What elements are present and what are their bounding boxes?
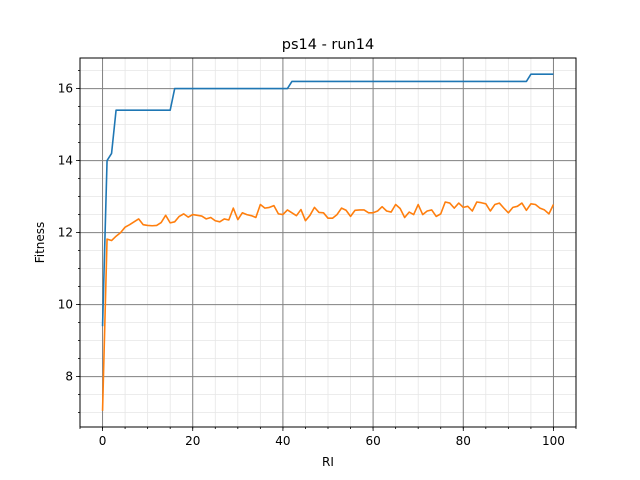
x-tick-label: 20 [185, 434, 200, 448]
x-axis-label: RI [322, 455, 334, 469]
x-tick-label: 60 [365, 434, 380, 448]
y-axis-label: Fitness [33, 222, 47, 264]
x-tick-label: 0 [99, 434, 107, 448]
y-tick-label: 8 [65, 370, 73, 384]
y-tick-label: 14 [58, 154, 73, 168]
y-tick-label: 10 [58, 298, 73, 312]
x-tick-label: 100 [542, 434, 565, 448]
series-lines [101, 73, 555, 411]
x-tick-label: 80 [456, 434, 471, 448]
chart-title: ps14 - run14 [282, 37, 374, 53]
y-tick-label: 12 [58, 226, 73, 240]
grid [79, 58, 577, 427]
y-tick-label: 16 [58, 82, 73, 96]
x-tick-label: 40 [275, 434, 290, 448]
series-line-1 [101, 73, 554, 327]
axis-ticks: 0 20 40 60 80 100 8 10 12 14 16 [58, 70, 577, 448]
series-line-2 [101, 201, 555, 411]
